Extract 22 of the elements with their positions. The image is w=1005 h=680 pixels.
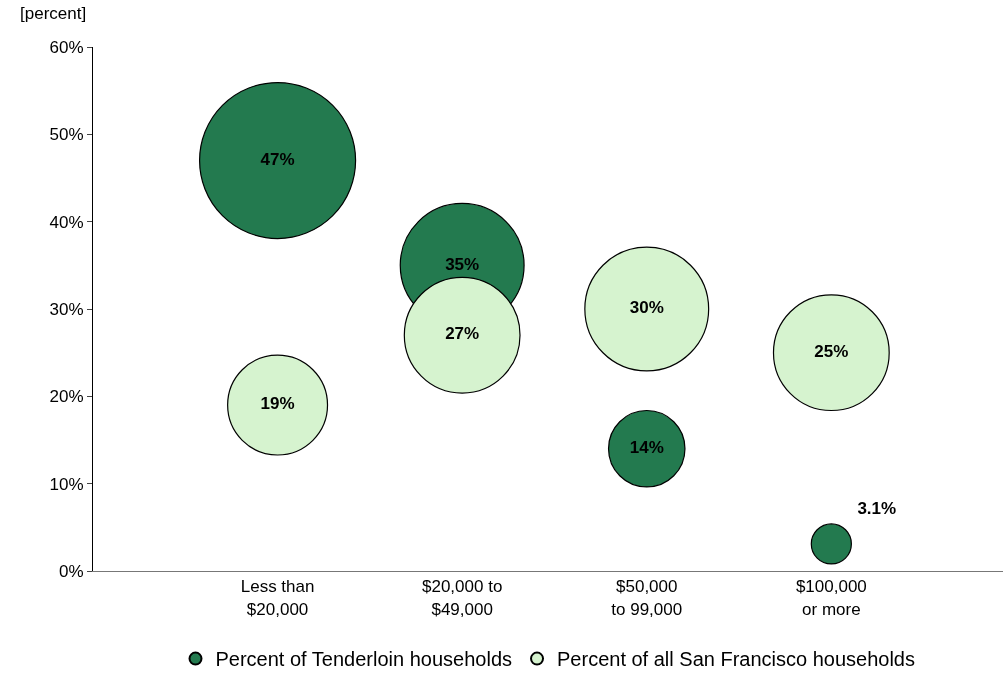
legend-label: Percent of all San Francisco households: [557, 648, 915, 671]
data-label: 25%: [814, 341, 849, 361]
data-label: 3.1%: [857, 498, 897, 518]
x-tick-label: Less than $20,000: [240, 577, 315, 619]
data-label: 47%: [260, 149, 295, 169]
y-tick-label: 10%: [49, 474, 84, 494]
data-label: 19%: [260, 394, 295, 414]
x-tick-label: $100,000 or more: [795, 577, 867, 619]
x-tick-label: $20,000 to $49,000: [421, 577, 503, 619]
y-tick-label: 60%: [49, 37, 84, 57]
y-tick-label: 40%: [49, 212, 84, 232]
legend-label: Percent of Tenderloin households: [215, 648, 513, 671]
data-label: 14%: [629, 437, 664, 457]
y-tick-label: 30%: [49, 299, 84, 319]
y-tick-label: 50%: [49, 125, 84, 145]
y-tick-label: 0%: [59, 561, 84, 581]
y-axis-title: [percent]: [20, 4, 87, 23]
y-tick-label: 20%: [49, 387, 84, 407]
data-label: 35%: [445, 254, 480, 274]
data-label: 27%: [445, 324, 480, 344]
data-label: 30%: [629, 298, 664, 318]
x-tick-label: $50,000 to 99,000: [611, 577, 683, 619]
